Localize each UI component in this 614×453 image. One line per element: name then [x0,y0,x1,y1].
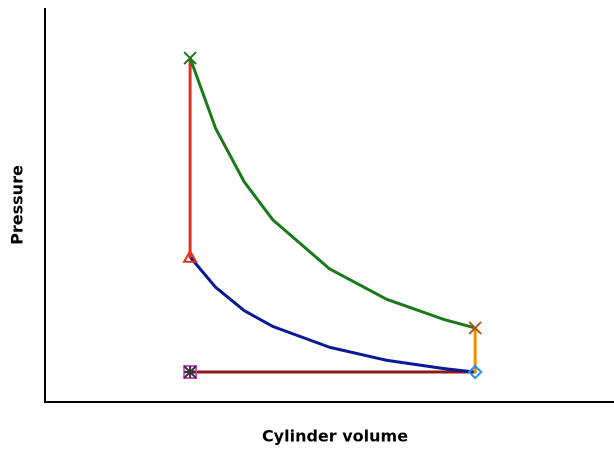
marker [183,51,197,65]
series-line [188,255,477,374]
marker [183,365,197,379]
marker [468,321,482,335]
series-line [188,56,477,330]
marker [182,248,198,263]
marker [467,364,483,380]
y-axis-label: Pressure [8,165,27,245]
x-axis-label: Cylinder volume [262,427,408,446]
